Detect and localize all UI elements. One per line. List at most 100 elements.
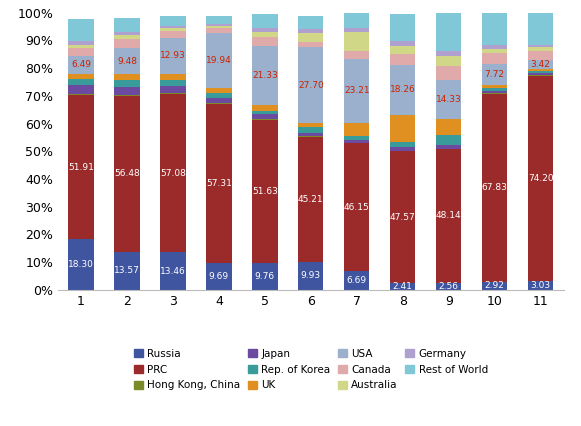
Bar (69, 74, 94, 79)
Bar (436, 66, 461, 80)
Bar (528, 71, 553, 73)
Bar (482, 282, 507, 290)
Text: 51.91: 51.91 (68, 163, 94, 172)
Bar (69, 95, 94, 239)
Bar (528, 281, 553, 290)
Bar (436, 13, 461, 51)
Bar (298, 16, 324, 29)
Bar (252, 105, 278, 111)
Bar (482, 88, 507, 91)
Bar (114, 75, 139, 81)
Bar (206, 98, 232, 104)
Text: 14.33: 14.33 (436, 95, 461, 104)
Bar (160, 32, 185, 38)
Bar (528, 13, 553, 45)
Text: 18.30: 18.30 (68, 260, 94, 269)
Text: 13.46: 13.46 (160, 267, 186, 276)
Bar (482, 94, 507, 282)
Bar (252, 263, 278, 290)
Text: 6.49: 6.49 (71, 60, 91, 69)
Bar (252, 120, 278, 263)
Bar (344, 144, 370, 271)
Bar (298, 124, 324, 127)
Bar (298, 42, 324, 47)
Bar (482, 91, 507, 93)
Bar (390, 115, 415, 142)
Bar (528, 73, 553, 75)
Bar (160, 26, 185, 28)
Bar (69, 41, 94, 45)
Text: 23.21: 23.21 (344, 86, 370, 95)
Bar (436, 51, 461, 56)
Text: 2.41: 2.41 (393, 282, 413, 291)
Bar (298, 33, 324, 42)
Bar (344, 59, 370, 123)
Bar (482, 45, 507, 49)
Bar (252, 119, 278, 120)
Bar (298, 137, 324, 262)
Bar (436, 145, 461, 149)
Text: 47.57: 47.57 (390, 213, 415, 222)
Bar (528, 47, 553, 51)
Bar (114, 96, 139, 252)
Bar (436, 135, 461, 145)
Bar (344, 32, 370, 51)
Bar (298, 136, 324, 137)
Bar (482, 64, 507, 85)
Text: 45.21: 45.21 (298, 195, 324, 204)
Bar (114, 252, 139, 290)
Bar (528, 60, 553, 69)
Bar (298, 127, 324, 133)
Bar (69, 79, 94, 85)
Bar (436, 56, 461, 66)
Bar (114, 35, 139, 39)
Bar (114, 48, 139, 75)
Bar (69, 85, 94, 94)
Bar (344, 140, 370, 143)
Legend: Russia, PRC, Hong Kong, China, Japan, Rep. of Korea, UK, USA, Canada, Australia,: Russia, PRC, Hong Kong, China, Japan, Re… (130, 345, 492, 394)
Bar (206, 26, 232, 28)
Text: 74.20: 74.20 (528, 174, 554, 183)
Bar (206, 88, 232, 93)
Bar (206, 16, 232, 23)
Text: 51.63: 51.63 (252, 187, 278, 196)
Bar (390, 147, 415, 151)
Text: 9.93: 9.93 (301, 271, 321, 280)
Bar (206, 33, 232, 88)
Bar (528, 75, 553, 76)
Bar (160, 74, 185, 80)
Bar (252, 111, 278, 115)
Bar (390, 151, 415, 283)
Bar (298, 262, 324, 290)
Text: 19.94: 19.94 (206, 56, 232, 65)
Bar (528, 76, 553, 281)
Bar (160, 38, 185, 74)
Bar (114, 86, 139, 95)
Bar (252, 46, 278, 105)
Bar (482, 93, 507, 94)
Bar (344, 51, 370, 59)
Bar (206, 104, 232, 263)
Text: 9.76: 9.76 (255, 272, 275, 281)
Text: 27.70: 27.70 (298, 81, 324, 89)
Bar (436, 80, 461, 119)
Bar (436, 282, 461, 290)
Bar (344, 13, 370, 29)
Bar (390, 283, 415, 290)
Bar (69, 48, 94, 56)
Text: 13.57: 13.57 (114, 266, 140, 275)
Bar (528, 45, 553, 47)
Bar (344, 136, 370, 140)
Bar (482, 13, 507, 45)
Bar (160, 86, 185, 93)
Bar (298, 133, 324, 136)
Bar (114, 18, 139, 32)
Bar (206, 28, 232, 33)
Bar (114, 32, 139, 35)
Text: 3.03: 3.03 (530, 281, 551, 290)
Bar (206, 263, 232, 290)
Bar (252, 115, 278, 119)
Bar (252, 28, 278, 32)
Text: 6.69: 6.69 (347, 276, 367, 285)
Text: 18.26: 18.26 (390, 85, 415, 94)
